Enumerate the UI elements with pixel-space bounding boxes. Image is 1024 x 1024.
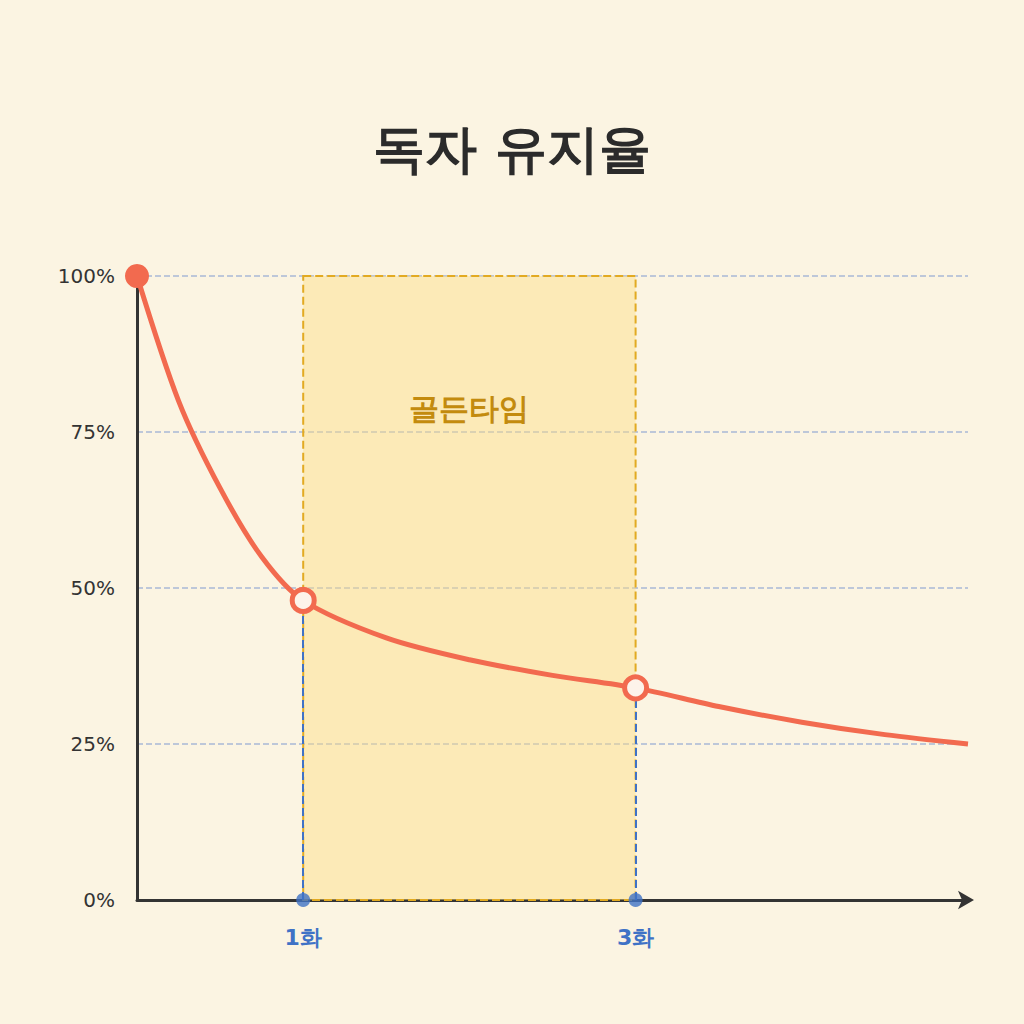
svg-text:75%: 75% [71, 420, 115, 444]
svg-text:1화: 1화 [285, 925, 322, 950]
svg-text:100%: 100% [58, 264, 115, 288]
svg-text:3화: 3화 [617, 925, 654, 950]
svg-text:0%: 0% [83, 888, 115, 912]
svg-text:50%: 50% [71, 576, 115, 600]
svg-text:독자 유지율: 독자 유지율 [373, 119, 651, 179]
svg-text:골든타임: 골든타임 [409, 391, 529, 426]
svg-text:25%: 25% [71, 732, 115, 756]
